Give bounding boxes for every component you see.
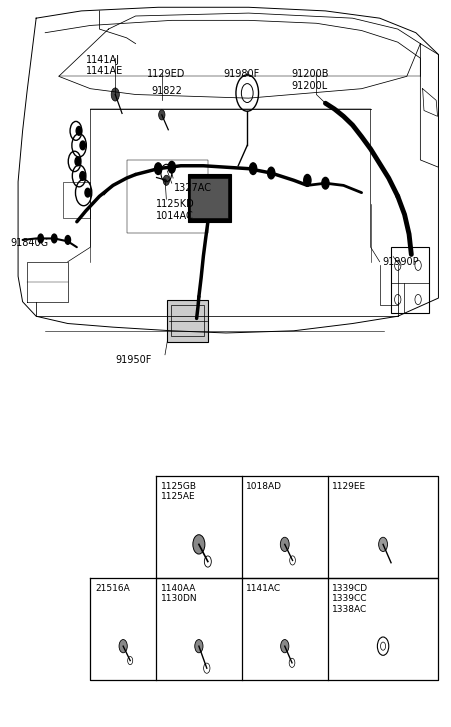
Circle shape — [168, 161, 175, 173]
Circle shape — [51, 234, 57, 243]
Text: 1140AA
1130DN: 1140AA 1130DN — [160, 584, 197, 603]
Circle shape — [80, 141, 85, 150]
Circle shape — [267, 167, 274, 179]
Circle shape — [321, 177, 328, 189]
Text: 1125KD
1014AC: 1125KD 1014AC — [156, 199, 194, 221]
Circle shape — [65, 236, 70, 244]
Bar — [187, 174, 230, 222]
Text: 91200B
91200L: 91200B 91200L — [291, 69, 328, 91]
Circle shape — [280, 640, 288, 653]
Text: 1141AC: 1141AC — [246, 584, 281, 593]
Text: 1129ED: 1129ED — [147, 69, 185, 79]
Bar — [170, 305, 204, 336]
Text: 91950F: 91950F — [115, 355, 151, 365]
Bar — [189, 178, 228, 218]
Bar — [63, 182, 90, 218]
Circle shape — [79, 172, 85, 180]
Text: 1339CD
1339CC
1338AC: 1339CD 1339CC 1338AC — [331, 584, 368, 614]
Bar — [390, 247, 428, 313]
Text: 91990P: 91990P — [381, 257, 418, 267]
Circle shape — [85, 188, 90, 197]
Circle shape — [154, 163, 161, 174]
Bar — [126, 160, 207, 233]
Text: 21516A: 21516A — [95, 584, 129, 593]
Text: 91840G: 91840G — [10, 238, 48, 249]
Text: 1141AJ
1141AE: 1141AJ 1141AE — [86, 55, 123, 76]
Text: 1129EE: 1129EE — [331, 482, 365, 491]
Circle shape — [111, 88, 119, 101]
Text: 1327AC: 1327AC — [174, 183, 212, 193]
Bar — [167, 300, 207, 342]
Circle shape — [280, 537, 289, 552]
Circle shape — [380, 642, 385, 650]
Text: 91822: 91822 — [151, 86, 182, 96]
Text: 91980F: 91980F — [223, 69, 259, 79]
Text: 1125GB
1125AE: 1125GB 1125AE — [160, 482, 196, 502]
Circle shape — [163, 175, 169, 185]
Circle shape — [38, 234, 43, 243]
Circle shape — [119, 640, 127, 653]
Circle shape — [158, 110, 165, 120]
Circle shape — [193, 535, 204, 554]
Circle shape — [303, 174, 310, 186]
Circle shape — [249, 163, 256, 174]
Circle shape — [76, 126, 82, 135]
Text: 1018AD: 1018AD — [246, 482, 282, 491]
Circle shape — [378, 537, 387, 552]
Circle shape — [194, 640, 202, 653]
Circle shape — [75, 157, 80, 166]
